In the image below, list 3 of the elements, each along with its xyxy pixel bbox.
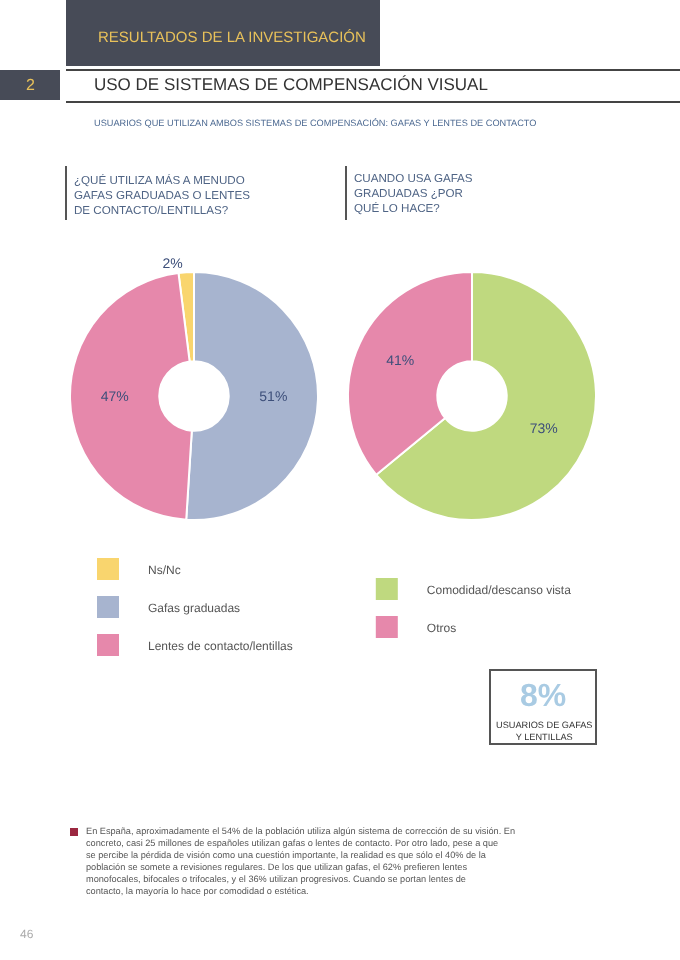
text: 2 (26, 76, 36, 94)
text: USO DE SISTEMAS DE COMPENSACIÓN VISUAL (94, 74, 489, 94)
text: 8% (520, 680, 567, 714)
